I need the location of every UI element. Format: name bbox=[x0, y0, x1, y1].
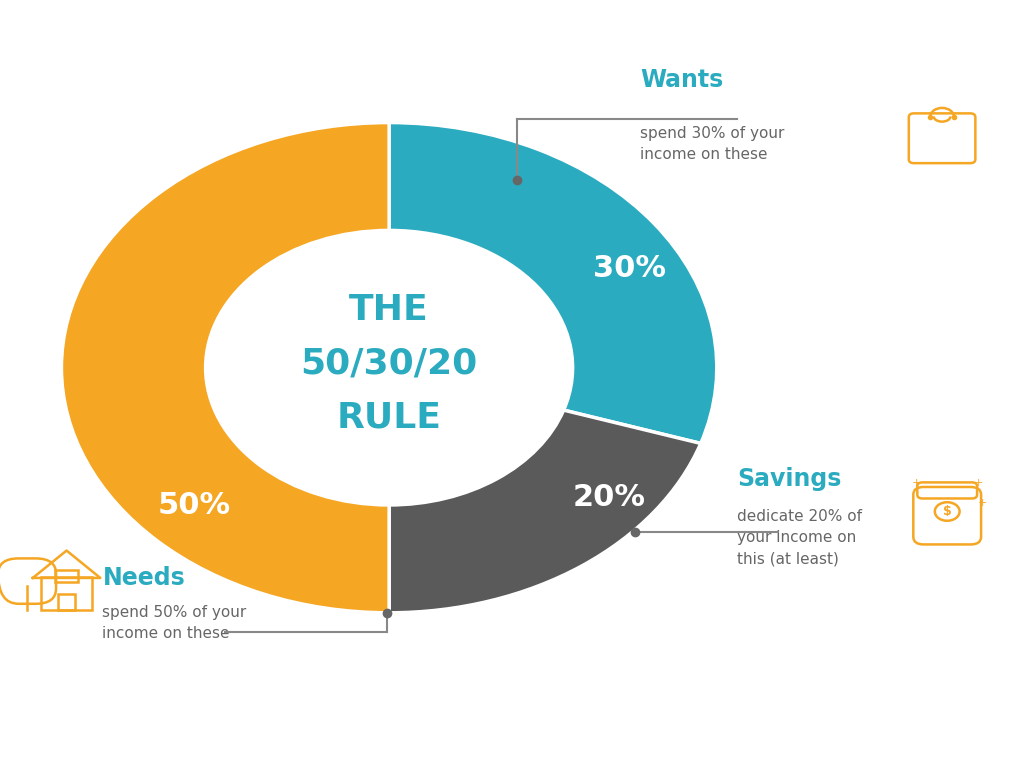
Bar bbox=[55, 570, 78, 582]
Bar bbox=[58, 594, 75, 610]
Text: THE: THE bbox=[349, 293, 429, 327]
Text: 50/30/20: 50/30/20 bbox=[300, 347, 478, 381]
Text: spend 30% of your
income on these: spend 30% of your income on these bbox=[640, 126, 784, 162]
Text: 20%: 20% bbox=[572, 483, 646, 512]
Wedge shape bbox=[389, 123, 717, 444]
Text: +: + bbox=[911, 478, 921, 488]
Text: 50%: 50% bbox=[158, 491, 231, 520]
Wedge shape bbox=[61, 123, 389, 613]
Text: spend 50% of your
income on these: spend 50% of your income on these bbox=[102, 605, 247, 641]
Text: 30%: 30% bbox=[593, 254, 667, 283]
Bar bbox=[41, 577, 92, 610]
Circle shape bbox=[206, 231, 572, 505]
Text: Needs: Needs bbox=[102, 566, 185, 591]
Text: dedicate 20% of
your income on
this (at least): dedicate 20% of your income on this (at … bbox=[737, 509, 862, 566]
Text: $: $ bbox=[943, 505, 951, 518]
Text: Wants: Wants bbox=[640, 68, 723, 93]
Text: RULE: RULE bbox=[337, 401, 441, 434]
Text: +: + bbox=[978, 498, 987, 508]
Text: +: + bbox=[974, 478, 983, 488]
Wedge shape bbox=[389, 410, 700, 613]
Text: Savings: Savings bbox=[737, 466, 842, 491]
